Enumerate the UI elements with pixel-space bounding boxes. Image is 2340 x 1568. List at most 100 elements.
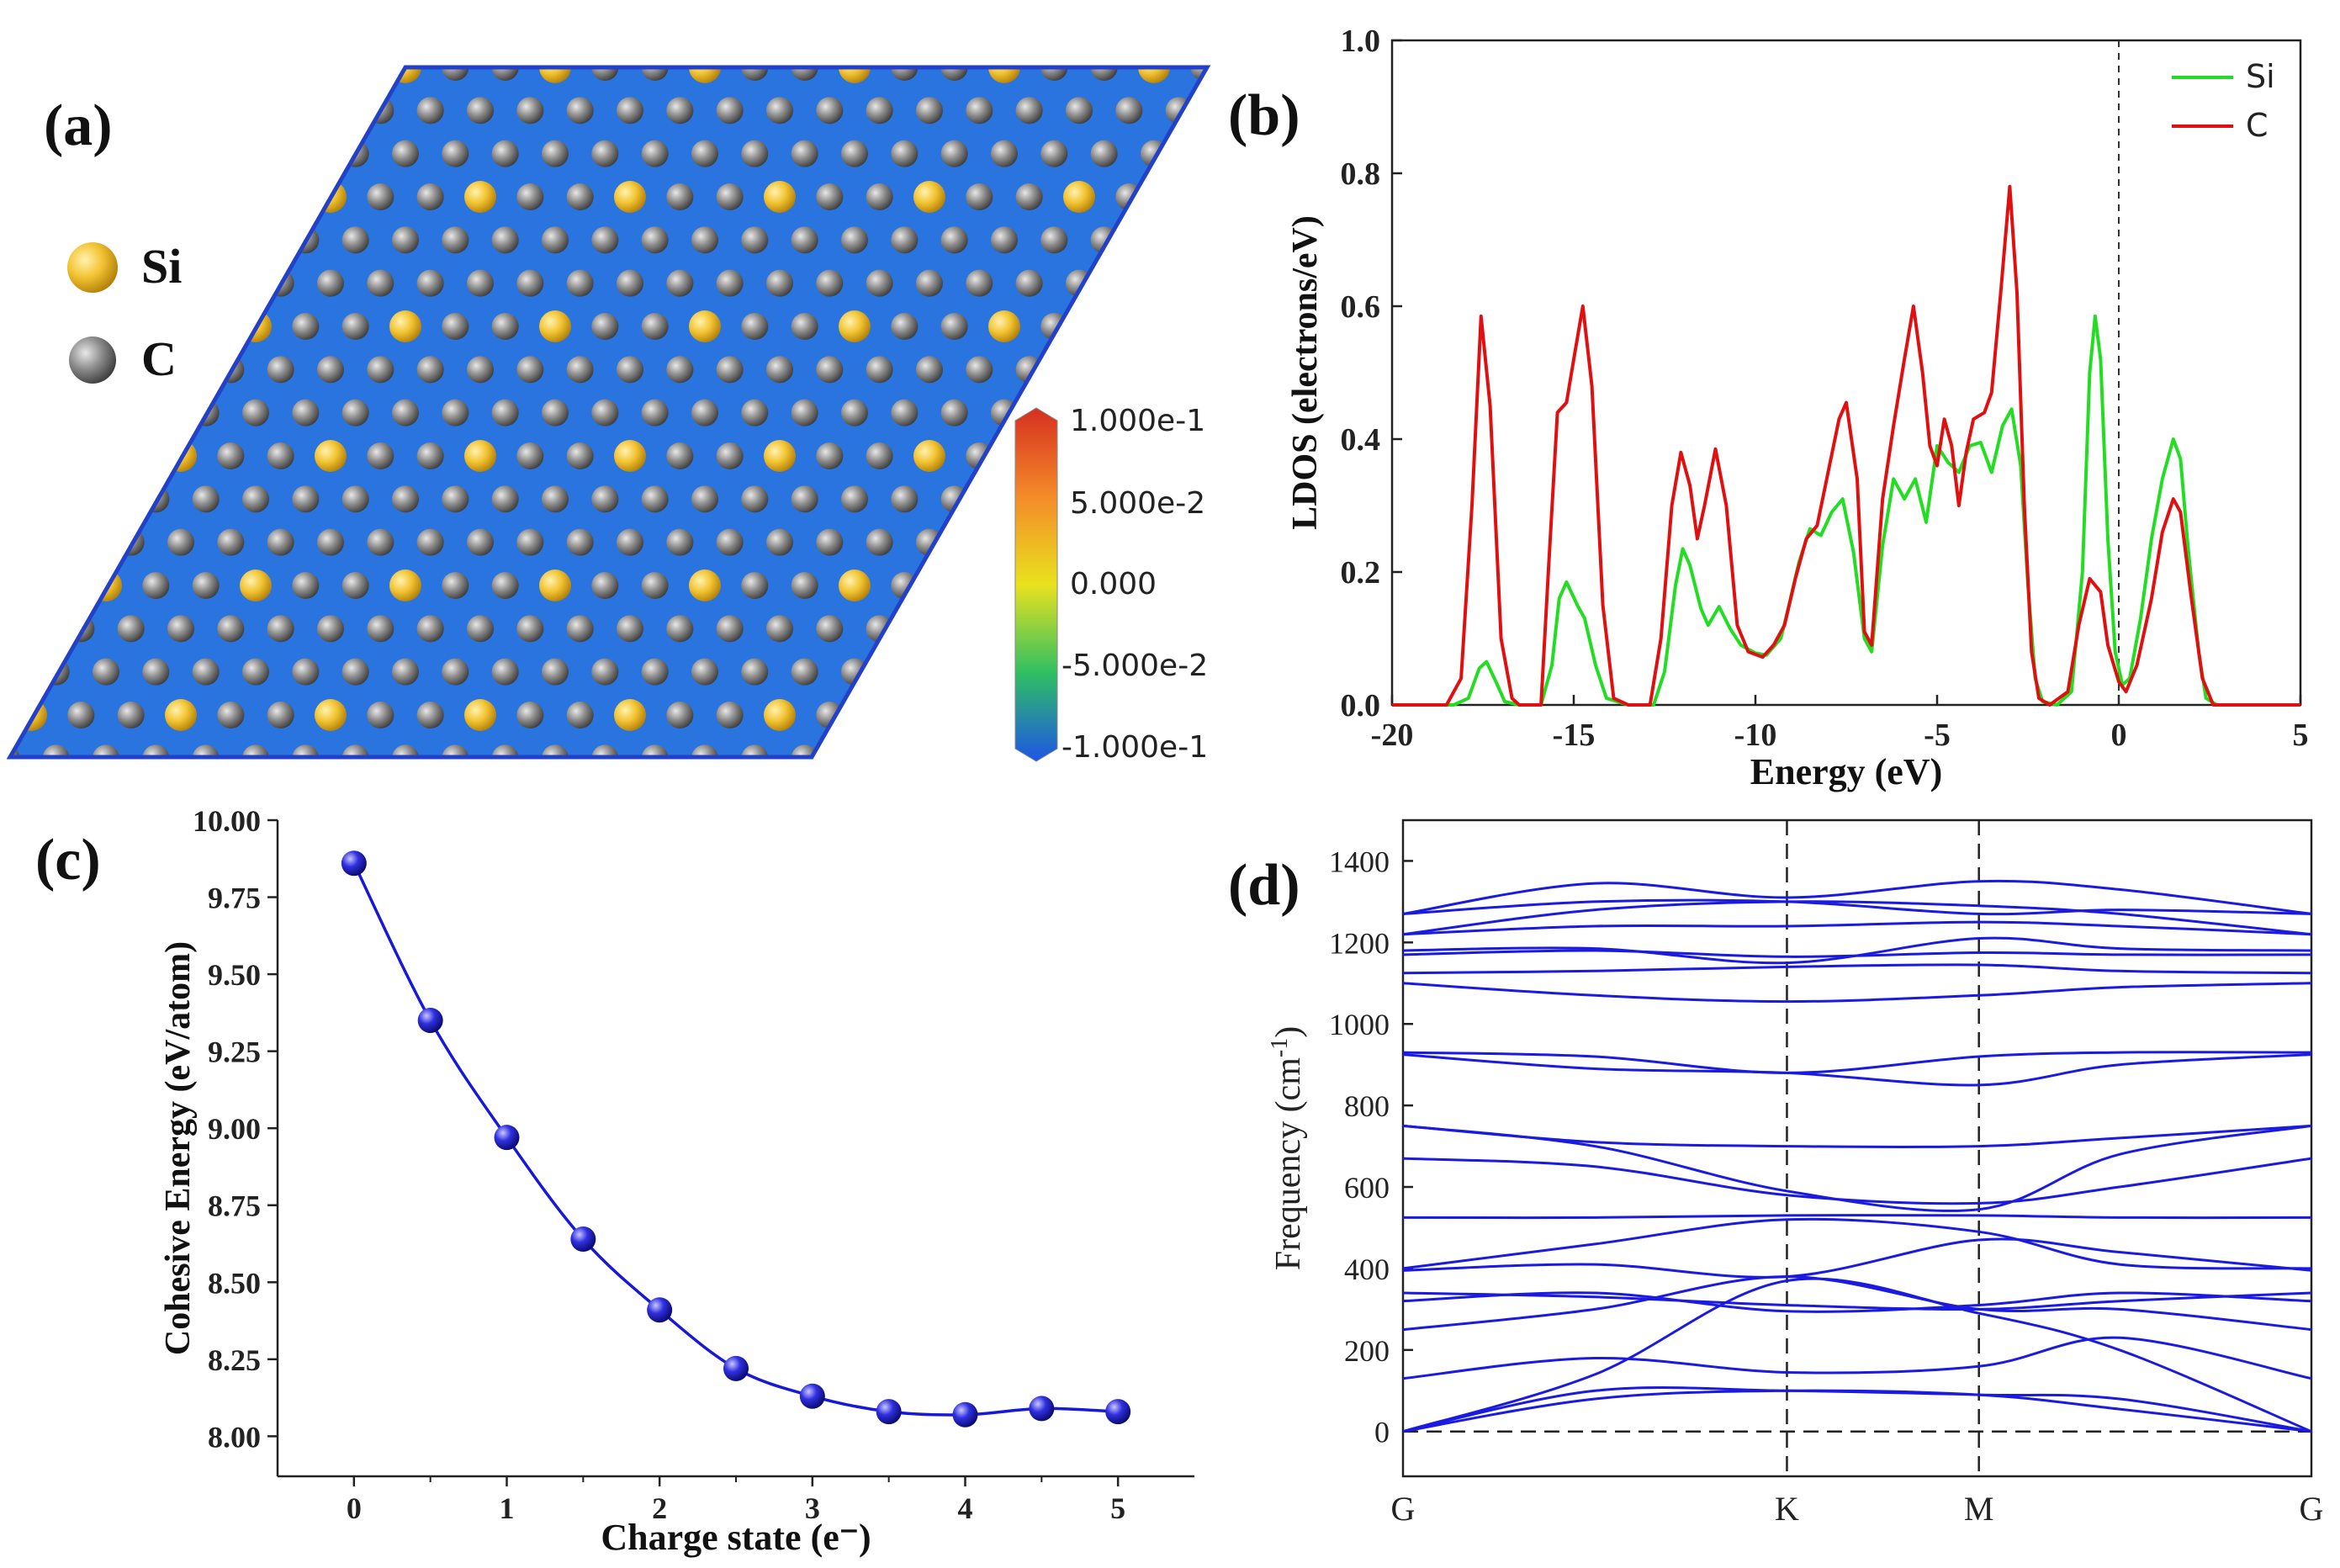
si-atom	[689, 67, 721, 83]
c-atom	[641, 658, 669, 686]
c-atom	[442, 140, 469, 167]
c-atom	[1115, 702, 1143, 728]
plot-c-ytick-label: 9.25	[208, 1036, 261, 1069]
legend-c: C	[69, 331, 177, 386]
c-atom	[1190, 226, 1207, 254]
legend-si-label: Si	[141, 239, 182, 294]
c-atom	[641, 140, 669, 167]
c-atom	[617, 528, 643, 556]
phonon-branch	[1402, 936, 2312, 965]
c-atom	[1190, 140, 1207, 167]
c-atom	[142, 658, 170, 686]
c-atom	[841, 399, 868, 426]
si-atom	[539, 569, 571, 601]
c-atom	[816, 97, 844, 124]
c-atom	[516, 442, 544, 469]
c-atom	[741, 658, 769, 686]
c-atom	[516, 615, 544, 643]
c-atom	[416, 615, 444, 643]
c-atom	[142, 67, 170, 81]
c-atom	[766, 97, 793, 124]
c-atom	[1040, 67, 1068, 81]
c-atom	[18, 788, 45, 815]
c-atom	[416, 702, 444, 728]
c-atom	[1215, 356, 1242, 383]
legend-si: Si	[67, 239, 182, 294]
c-atom	[940, 67, 968, 81]
c-atom	[467, 528, 494, 556]
c-atom	[93, 744, 119, 757]
c-atom	[117, 442, 145, 469]
c-atom	[741, 399, 769, 426]
plot-b-ytick-label: 1.0	[1341, 24, 1381, 59]
atom-legend: Si C	[67, 239, 182, 386]
si-atom	[389, 310, 421, 342]
phonon-branch	[1402, 920, 2312, 936]
c-atom	[891, 744, 919, 757]
c-atom	[791, 313, 818, 340]
c-atom	[866, 702, 893, 728]
c-atom	[516, 183, 544, 210]
c-atom	[566, 356, 594, 384]
c-atom	[117, 97, 145, 124]
plot-b-xtick-label: -10	[1734, 718, 1777, 753]
plot-c-series	[341, 850, 1131, 1428]
si-atom	[464, 699, 496, 731]
c-atom	[10, 226, 20, 254]
c-atom	[341, 226, 369, 254]
cohesive-energy-point	[1029, 1396, 1055, 1422]
c-atom	[916, 269, 943, 297]
c-atom	[816, 615, 844, 643]
c-atom	[940, 572, 968, 599]
c-atom	[491, 658, 519, 686]
si-atom	[464, 440, 496, 472]
c-atom	[1115, 788, 1142, 815]
si-atom	[614, 440, 646, 472]
c-atom	[991, 744, 1018, 757]
plot-d-ytick-label: 600	[1344, 1171, 1390, 1205]
c-atom	[841, 485, 868, 513]
c-atom	[267, 356, 294, 384]
c-atom	[42, 226, 70, 254]
c-atom	[317, 269, 344, 297]
c-atom	[542, 485, 569, 513]
c-atom	[392, 485, 419, 513]
phonon-branch	[1402, 879, 2312, 915]
c-atom	[1241, 485, 1268, 512]
plot-c-xtick-label: 2	[652, 1491, 667, 1525]
c-atom	[666, 356, 694, 384]
plot-c-ticks: 0 1 2 3 4 5 8.00 8.25 8.50 8.75 9.00 9.25 9.50 9.75 10…	[193, 804, 1125, 1525]
c-atom	[1241, 659, 1268, 686]
legend-si-name: Si	[2246, 58, 2275, 95]
c-atom	[891, 485, 919, 513]
c-atom	[1166, 788, 1193, 815]
c-atom	[67, 183, 95, 210]
c-atom	[442, 226, 469, 254]
c-atom	[467, 269, 494, 297]
si-atom	[1213, 699, 1245, 731]
c-atom	[317, 528, 344, 556]
c-atom	[317, 615, 344, 643]
c-atom	[666, 615, 694, 643]
colorbar-tick-2: 0.000	[1070, 567, 1157, 601]
c-atom	[142, 572, 170, 599]
c-atom	[341, 572, 369, 599]
si-atom	[988, 67, 1020, 83]
c-atom	[666, 788, 693, 815]
phonon-branch	[1402, 1214, 2312, 1220]
c-atom	[966, 702, 993, 728]
c-atom	[1165, 702, 1193, 728]
c-atom	[1090, 140, 1118, 167]
c-atom	[416, 269, 444, 297]
c-atom	[117, 183, 145, 210]
c-atom	[866, 356, 893, 384]
c-atom	[217, 269, 245, 297]
c-atom	[267, 183, 294, 210]
c-atom	[666, 528, 694, 556]
c-atom	[416, 97, 444, 124]
c-atom	[117, 356, 145, 384]
c-atom	[716, 442, 744, 469]
c-atom	[516, 702, 544, 728]
c-atom	[118, 788, 145, 815]
c-atom	[267, 702, 294, 728]
